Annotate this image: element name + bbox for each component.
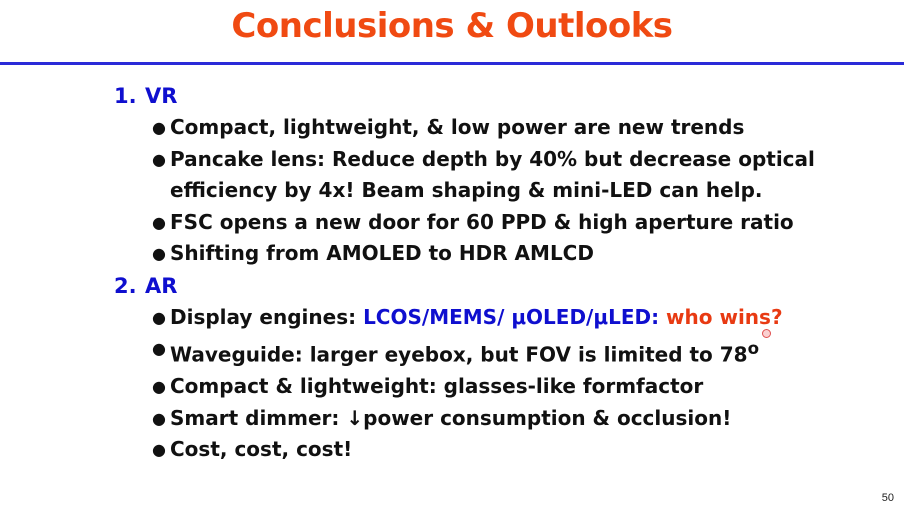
- list-item: ● Shifting from AMOLED to HDR AMLCD: [114, 238, 894, 270]
- section-heading-ar: 2. AR: [114, 270, 894, 302]
- slide-content: 1. VR ● Compact, lightweight, & low power…: [114, 80, 894, 466]
- bullet-icon: ●: [152, 440, 166, 460]
- section-heading-vr: 1. VR: [114, 80, 894, 112]
- bullet-icon: ●: [152, 307, 166, 327]
- who-wins-text: who wins?: [659, 304, 783, 329]
- list-item: ● Pancake lens: Reduce depth by 40% but …: [114, 144, 894, 207]
- bullet-icon: ●: [152, 339, 166, 358]
- title-divider: [0, 62, 904, 65]
- bullet-icon: ●: [152, 377, 166, 397]
- list-item: ● FSC opens a new door for 60 PPD & high…: [114, 207, 894, 239]
- bullet-icon: ●: [152, 408, 166, 428]
- page-number: 50: [881, 492, 894, 504]
- ar-bullet-list: ● Display engines: LCOS/MEMS/ μOLED/μLED…: [114, 302, 894, 466]
- section-number: 2.: [114, 273, 137, 298]
- list-item: ● Display engines: LCOS/MEMS/ μOLED/μLED…: [114, 302, 894, 334]
- bullet-icon: ●: [152, 212, 166, 232]
- section-title: VR: [145, 84, 178, 108]
- bullet-icon: ●: [152, 118, 166, 137]
- list-item: ● Compact & lightweight: glasses-like fo…: [114, 371, 894, 403]
- list-item: ● Waveguide: larger eyebox, but FOV is l…: [114, 333, 894, 371]
- bullet-icon: ●: [152, 149, 166, 169]
- bullet-icon: ●: [152, 244, 166, 263]
- laser-pointer-icon: [762, 329, 771, 338]
- list-item: ● Smart dimmer: ↓power consumption & occ…: [114, 403, 894, 435]
- section-title: AR: [145, 273, 178, 298]
- list-item: ● Cost, cost, cost!: [114, 434, 894, 466]
- section-number: 1.: [114, 84, 137, 108]
- vr-bullet-list: ● Compact, lightweight, & low power are …: [114, 112, 894, 270]
- list-item: ● Compact, lightweight, & low power are …: [114, 112, 894, 144]
- degree-superscript: o: [747, 339, 760, 358]
- slide-title: Conclusions & Outlooks: [231, 6, 673, 46]
- display-engines-highlight: LCOS/MEMS/ μOLED/μLED:: [363, 304, 660, 329]
- down-arrow-icon: ↓: [346, 405, 364, 430]
